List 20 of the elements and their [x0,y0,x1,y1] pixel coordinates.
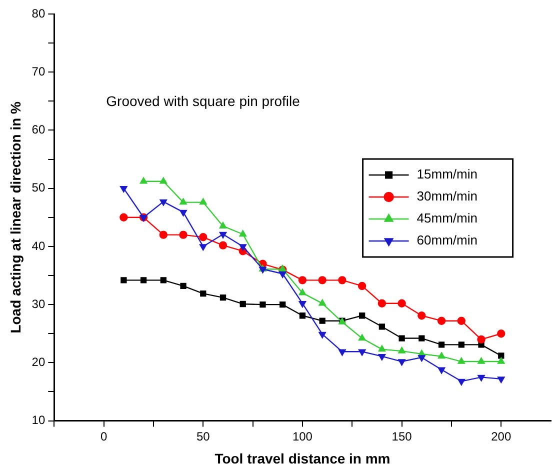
x-tick-label: 200 [491,429,512,444]
y-tick-label: 70 [32,64,46,78]
y-tick-label: 40 [32,238,46,253]
y-tick-label: 60 [32,122,46,137]
y-tick-label: 30 [32,296,46,311]
x-tick-label: 50 [196,429,210,444]
legend-label: 15mm/min [416,166,478,182]
legend-label: 30mm/min [416,188,478,204]
y-tick-label: 80 [32,6,46,20]
y-axis-title: Load acting at linear direction in % [7,100,24,334]
x-axis-title: Tool travel distance in mm [214,450,390,466]
x-tick-label: 0 [100,429,108,444]
y-tick-label: 50 [32,180,46,195]
y-tick-label: 10 [32,413,46,428]
x-tick-label: 150 [392,429,412,444]
y-tick-label: 20 [32,355,46,369]
legend-label: 45mm/min [416,210,478,226]
legend-label: 60mm/min [416,232,478,248]
x-tick-label: 100 [292,429,313,444]
annotation: Grooved with square pin profile [106,92,300,109]
